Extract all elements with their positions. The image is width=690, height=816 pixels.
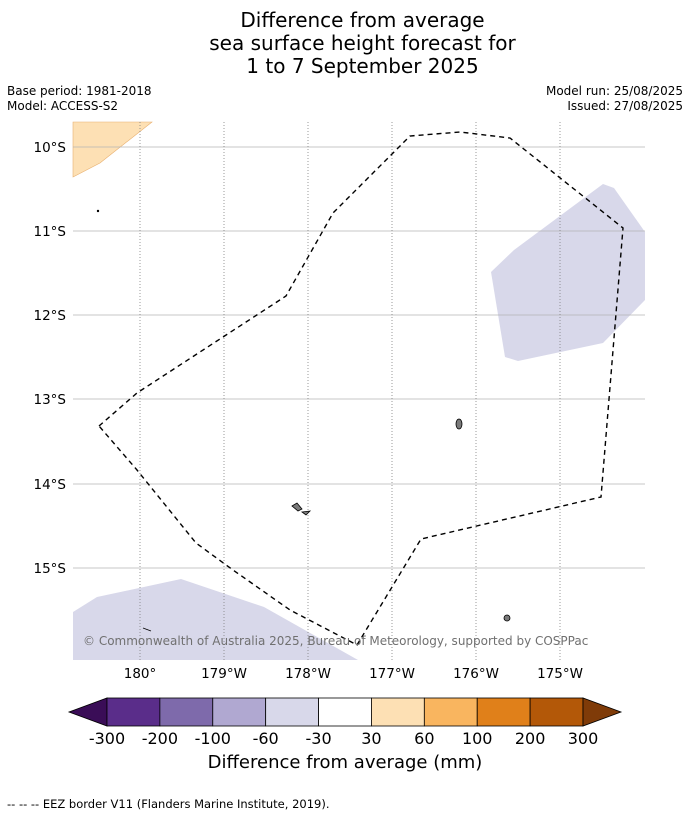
- colorbar-tick-label: 300: [568, 729, 599, 748]
- longitude-gridlines: [139, 122, 561, 660]
- latitude-labels: 10°S 11°S 12°S 13°S 14°S 15°S: [34, 140, 67, 577]
- island-central-small: [300, 510, 312, 516]
- island-northwest: [96, 209, 100, 213]
- meta-right: Model run: 25/08/2025 Issued: 27/08/2025: [546, 84, 683, 114]
- colorbar-segment: [371, 697, 425, 727]
- colorbar-tick-label: 100: [462, 729, 493, 748]
- title-line-1: Difference from average: [240, 8, 485, 32]
- colorbar-tick-label: -30: [305, 729, 331, 748]
- island-central: [291, 502, 303, 512]
- negative-anomaly-region-southwest: [73, 579, 358, 660]
- colorbar-segment: [212, 697, 267, 727]
- colorbar-label: Difference from average (mm): [207, 752, 483, 773]
- lat-label: 13°S: [34, 392, 67, 408]
- eez-border: [98, 131, 624, 646]
- lat-label: 12°S: [34, 308, 67, 324]
- eez-legend: -- -- -- EEZ border V11 (Flanders Marine…: [7, 797, 330, 811]
- copyright-text: © Commonwealth of Australia 2025, Bureau…: [83, 634, 588, 648]
- colorbar-tick-label: -100: [195, 729, 231, 748]
- negative-anomaly-region-east: [491, 184, 645, 361]
- meta-left: Base period: 1981-2018 Model: ACCESS-S2: [7, 84, 152, 114]
- island-southeast: [503, 614, 511, 622]
- colorbar-segment: [265, 697, 319, 727]
- lat-label: 11°S: [34, 224, 67, 240]
- colorbar-segment: [423, 697, 478, 727]
- colorbar-tick-label: -200: [142, 729, 178, 748]
- colorbar-segment: [318, 697, 372, 727]
- model-run-text: Model run: 25/08/2025: [545, 84, 683, 98]
- colorbar-tick-label: -60: [253, 729, 279, 748]
- lon-label: 179°W: [201, 666, 247, 682]
- latitude-gridlines: [73, 146, 645, 569]
- colorbar-over-extend: [582, 697, 623, 727]
- longitude-labels: 180° 179°W 178°W 177°W 176°W 175°W: [124, 666, 583, 682]
- lon-label: 176°W: [453, 666, 499, 682]
- map-figure: © Commonwealth of Australia 2025, Bureau…: [34, 121, 645, 748]
- colorbar-segment: [476, 697, 531, 727]
- positive-anomaly-region: [72, 121, 153, 178]
- lat-label: 10°S: [34, 140, 67, 156]
- lat-label: 14°S: [34, 477, 67, 493]
- title-line-2: sea surface height forecast for: [209, 31, 516, 55]
- lon-label: 178°W: [285, 666, 331, 682]
- colorbar-segment: [529, 697, 584, 727]
- issued-text: Issued: 27/08/2025: [567, 99, 683, 113]
- map-area: © Commonwealth of Australia 2025, Bureau…: [72, 121, 645, 660]
- colorbar: [67, 697, 623, 727]
- model-text: Model: ACCESS-S2: [7, 99, 119, 113]
- map-title: Difference from average sea surface heig…: [0, 9, 690, 78]
- colorbar-tick-label: 60: [414, 729, 434, 748]
- islands: [96, 209, 511, 632]
- lat-label: 15°S: [34, 561, 67, 577]
- colorbar-under-extend: [67, 697, 108, 727]
- colorbar-tick-labels: -300 -200 -100 -60 -30 30 60 100 200 300: [89, 729, 598, 748]
- colorbar-tick-label: 200: [515, 729, 546, 748]
- colorbar-tick-label: -300: [89, 729, 125, 748]
- base-period-text: Base period: 1981-2018: [7, 84, 152, 98]
- colorbar-segment: [159, 697, 214, 727]
- lon-label: 177°W: [369, 666, 415, 682]
- island-southwest: [142, 627, 152, 632]
- lon-label: 175°W: [537, 666, 583, 682]
- title-line-3: 1 to 7 September 2025: [246, 54, 479, 78]
- island-east: [455, 418, 463, 430]
- colorbar-segment: [106, 697, 161, 727]
- colorbar-tick-label: 30: [361, 729, 381, 748]
- lon-label: 180°: [124, 666, 157, 682]
